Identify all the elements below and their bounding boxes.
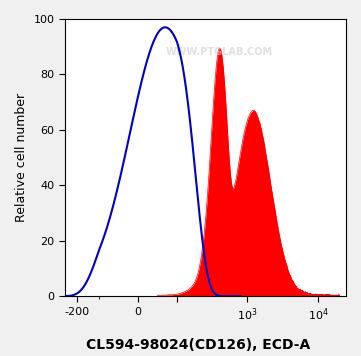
Y-axis label: Relative cell number: Relative cell number	[15, 93, 28, 222]
Text: CL594-98024(CD126), ECD-A: CL594-98024(CD126), ECD-A	[86, 338, 311, 352]
Text: WWW.PTGLAB.COM: WWW.PTGLAB.COM	[166, 47, 273, 57]
